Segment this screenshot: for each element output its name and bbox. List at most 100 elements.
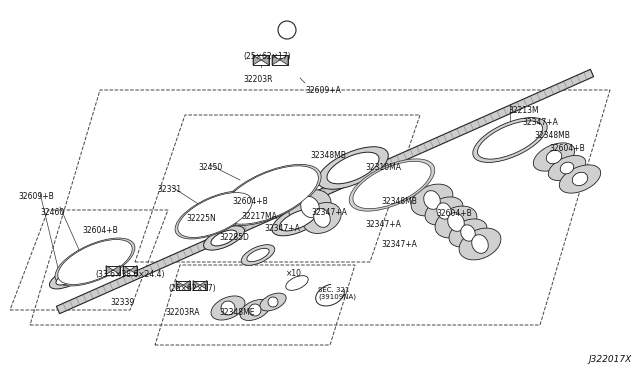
- Ellipse shape: [289, 190, 331, 224]
- Ellipse shape: [58, 240, 132, 285]
- Text: SEC. 321
(39109NA): SEC. 321 (39109NA): [318, 287, 356, 301]
- Ellipse shape: [411, 184, 453, 216]
- Ellipse shape: [56, 271, 80, 285]
- Text: 32203R: 32203R: [243, 75, 273, 84]
- Text: 32310MA: 32310MA: [365, 163, 401, 172]
- Ellipse shape: [240, 299, 270, 321]
- Polygon shape: [123, 266, 130, 275]
- Ellipse shape: [221, 166, 318, 224]
- Polygon shape: [130, 266, 137, 275]
- Ellipse shape: [55, 238, 135, 286]
- Ellipse shape: [364, 168, 420, 202]
- Ellipse shape: [235, 174, 305, 216]
- Ellipse shape: [221, 301, 235, 315]
- Ellipse shape: [278, 21, 296, 39]
- Bar: [176, 280, 190, 289]
- Text: (25×62×17): (25×62×17): [243, 52, 291, 61]
- Text: 32213M: 32213M: [508, 106, 539, 115]
- Ellipse shape: [548, 155, 586, 180]
- Polygon shape: [113, 266, 120, 275]
- Ellipse shape: [211, 296, 245, 320]
- Ellipse shape: [260, 293, 286, 311]
- Polygon shape: [261, 55, 269, 65]
- Polygon shape: [176, 280, 183, 289]
- Ellipse shape: [459, 228, 501, 260]
- Ellipse shape: [572, 172, 588, 186]
- Text: 32604+B: 32604+B: [232, 197, 268, 206]
- Text: 32604+B: 32604+B: [82, 226, 118, 235]
- Ellipse shape: [189, 199, 241, 231]
- Text: (25×62×17): (25×62×17): [168, 284, 216, 293]
- Ellipse shape: [175, 191, 255, 239]
- Ellipse shape: [448, 213, 464, 231]
- Ellipse shape: [461, 225, 476, 241]
- Text: 32348MB: 32348MB: [310, 151, 346, 160]
- Ellipse shape: [449, 219, 487, 247]
- Ellipse shape: [268, 297, 278, 307]
- Polygon shape: [200, 280, 207, 289]
- Ellipse shape: [436, 203, 451, 219]
- Text: ×10: ×10: [286, 269, 302, 278]
- Ellipse shape: [477, 121, 543, 159]
- Bar: [193, 280, 207, 289]
- Ellipse shape: [286, 276, 308, 290]
- Ellipse shape: [475, 119, 545, 161]
- Ellipse shape: [280, 209, 317, 231]
- Text: 32347+A: 32347+A: [264, 224, 300, 233]
- Text: 32450: 32450: [198, 163, 222, 172]
- Ellipse shape: [547, 150, 562, 164]
- Ellipse shape: [204, 226, 244, 250]
- Text: 32331: 32331: [157, 185, 181, 194]
- Ellipse shape: [178, 193, 252, 237]
- Ellipse shape: [317, 147, 388, 189]
- Ellipse shape: [247, 248, 269, 262]
- Bar: [272, 55, 288, 65]
- Ellipse shape: [473, 118, 547, 163]
- Ellipse shape: [349, 159, 435, 211]
- Bar: [106, 266, 120, 275]
- Ellipse shape: [435, 206, 477, 238]
- Polygon shape: [56, 69, 594, 314]
- Text: 32339: 32339: [110, 298, 134, 307]
- Bar: [123, 266, 137, 275]
- Bar: [253, 55, 269, 65]
- Ellipse shape: [49, 267, 86, 289]
- Polygon shape: [183, 280, 190, 289]
- Text: 32217MA: 32217MA: [241, 212, 277, 221]
- Text: J322017X: J322017X: [589, 355, 632, 364]
- Text: 32460: 32460: [40, 208, 64, 217]
- Text: 32347+A: 32347+A: [522, 118, 558, 127]
- Polygon shape: [280, 55, 288, 65]
- Text: 32604+B: 32604+B: [436, 209, 472, 218]
- Polygon shape: [253, 55, 261, 65]
- Ellipse shape: [424, 190, 440, 209]
- Ellipse shape: [533, 143, 575, 171]
- Ellipse shape: [272, 204, 324, 236]
- Ellipse shape: [314, 209, 330, 227]
- Text: 32604+B: 32604+B: [549, 144, 585, 153]
- Ellipse shape: [219, 164, 321, 226]
- Text: 32285D: 32285D: [219, 233, 249, 242]
- Ellipse shape: [178, 193, 252, 237]
- Text: 32348ME: 32348ME: [219, 308, 255, 317]
- Ellipse shape: [559, 165, 601, 193]
- Ellipse shape: [221, 166, 318, 224]
- Text: 32347+A: 32347+A: [311, 208, 347, 217]
- Ellipse shape: [425, 197, 463, 225]
- Text: 32203RA: 32203RA: [165, 308, 200, 317]
- Polygon shape: [193, 280, 200, 289]
- Text: 32347+A: 32347+A: [381, 240, 417, 249]
- Polygon shape: [106, 266, 113, 275]
- Ellipse shape: [472, 235, 488, 253]
- Text: (33.6×38.6×24.4): (33.6×38.6×24.4): [95, 270, 164, 279]
- Text: 32225N: 32225N: [186, 214, 216, 223]
- Ellipse shape: [211, 230, 237, 246]
- Text: 32609+A: 32609+A: [305, 86, 341, 95]
- Ellipse shape: [241, 245, 275, 265]
- Ellipse shape: [353, 161, 431, 209]
- Text: 32609+B: 32609+B: [18, 192, 54, 201]
- Ellipse shape: [301, 196, 319, 218]
- Ellipse shape: [353, 161, 431, 209]
- Ellipse shape: [303, 202, 341, 234]
- Ellipse shape: [69, 246, 121, 278]
